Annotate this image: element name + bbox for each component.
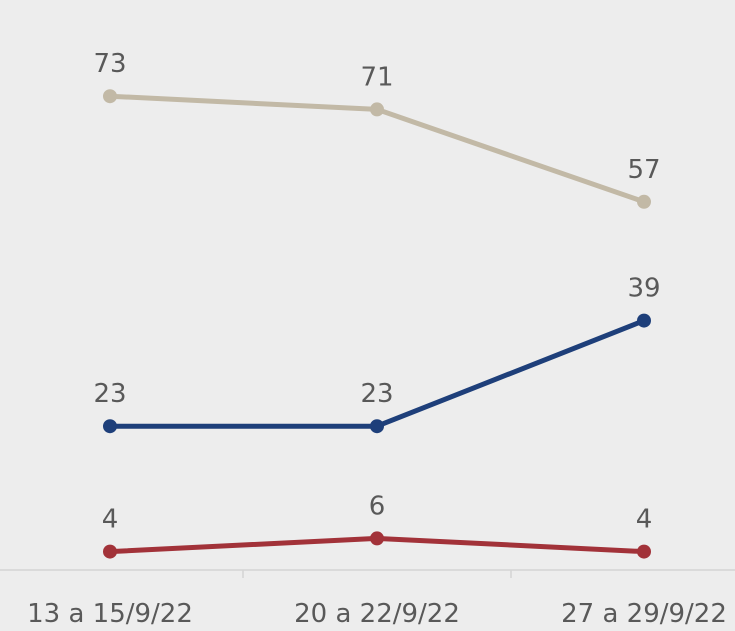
series-line [110,318,645,429]
data-point [637,194,651,209]
data-point [637,544,651,559]
data-label: 23 [93,379,126,409]
x-tick-labels: 13 a 15/9/22 20 a 22/9/22 27 a 29/9/22 [27,599,727,629]
x-tick-label: 27 a 29/9/22 [561,599,727,629]
series-layer: 73 71 57 23 23 39 4 6 4 [93,49,661,559]
data-point [637,313,651,328]
data-point [103,419,117,434]
data-point [103,544,117,559]
x-tick-label: 13 a 15/9/22 [27,599,193,629]
data-label: 4 [636,505,653,535]
series-0: 73 71 57 [93,49,661,209]
data-point [103,89,117,104]
data-label: 57 [627,155,660,185]
x-tick-label: 20 a 22/9/22 [294,599,460,629]
data-label: 73 [93,49,126,79]
data-label: 71 [360,62,393,92]
data-point [370,419,384,434]
data-label: 39 [627,274,660,304]
data-point [370,531,384,546]
data-label: 23 [360,379,393,409]
data-label: 4 [102,505,119,535]
series-2: 4 6 4 [102,491,653,559]
data-point [370,102,384,117]
series-1: 23 23 39 [93,274,661,434]
data-label: 6 [369,491,386,521]
